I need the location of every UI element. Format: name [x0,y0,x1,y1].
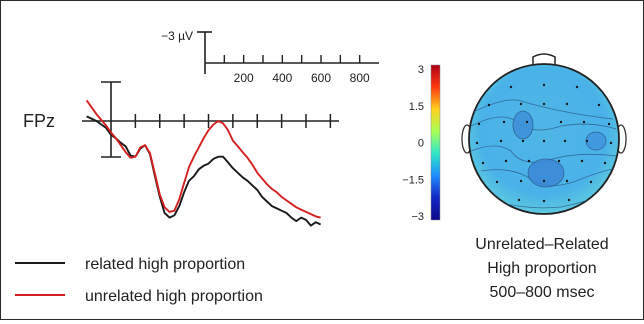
electrode [477,122,481,126]
electrode [487,103,491,107]
electrode [499,139,503,143]
electrode [563,139,567,143]
electrode [557,159,561,163]
electrode [519,179,523,183]
electrode [504,159,508,163]
head-outline [468,63,620,215]
electrode [481,161,485,165]
electrode [589,180,593,184]
electrode [542,139,546,143]
electrode [580,159,584,163]
topo-caption-line-3: 500–800 msec [490,284,595,301]
erp-axes: FPz [23,81,339,158]
scale-bar-ticks [223,55,361,63]
electrode [542,102,546,106]
electrode [597,103,601,107]
electrode [603,161,607,165]
colorbar-tick-labels: 3 1.5 0 −1.5 −3 [402,64,424,223]
electrode [502,120,506,124]
electrode [542,179,546,183]
electrode [575,85,579,89]
colorbar-tick-label: 1.5 [409,101,424,113]
colorbar-tick-label: 3 [418,64,424,76]
colorbar-tick-label: −3 [411,211,424,223]
topo-caption-line-2: High proportion [487,260,596,277]
scale-bar-tick-label: 800 [350,71,370,85]
electrode [565,102,569,106]
scale-bar-tick-label: 600 [311,71,331,85]
electrode [517,198,521,202]
scale-bar: −3 µV 200 400 600 800 [161,29,379,85]
legend: related high proportion unrelated high p… [15,256,263,305]
topo-caption-line-1: Unrelated–Related [475,236,608,253]
colorbar-tick-label: 0 [418,138,424,150]
electrode [495,180,499,184]
channel-label: FPz [23,111,55,131]
electrode [509,85,513,89]
scale-bar-tick-label: 200 [234,71,254,85]
scale-bar-amplitude-label: −3 µV [161,29,193,43]
electrode [521,139,525,143]
colorbar: 3 1.5 0 −1.5 −3 [402,64,441,223]
electrode [519,102,523,106]
series-line-related-high-proportion [86,115,322,227]
electrode [559,120,563,124]
electrode [542,199,546,203]
series-line-unrelated-high-proportion [85,99,321,219]
legend-label-unrelated: unrelated high proportion [85,288,263,305]
legend-label-related: related high proportion [85,256,245,273]
erp-time-ticks [134,114,332,128]
erp-waveforms [85,99,322,227]
scalp-contours [470,99,617,209]
scale-bar-tick-label: 400 [272,71,292,85]
scalp-map: Unrelated–Related High proportion 500–80… [461,53,627,301]
electrode [585,139,589,143]
electrode [567,198,571,202]
electrode [609,141,613,145]
colorbar-tick-label: −1.5 [402,174,424,186]
colorbar-bar [430,64,441,221]
electrode-markers [475,83,613,203]
scale-bar-tick-labels: 200 400 600 800 [234,71,370,85]
electrode [582,120,586,124]
electrode [565,179,569,183]
electrode [542,83,546,87]
electrode [525,120,529,124]
figure-svg: −3 µV 200 400 600 800 FPz related high prop… [15,29,627,305]
electrode [475,141,479,145]
electrode [607,122,611,126]
electrode [527,159,531,163]
